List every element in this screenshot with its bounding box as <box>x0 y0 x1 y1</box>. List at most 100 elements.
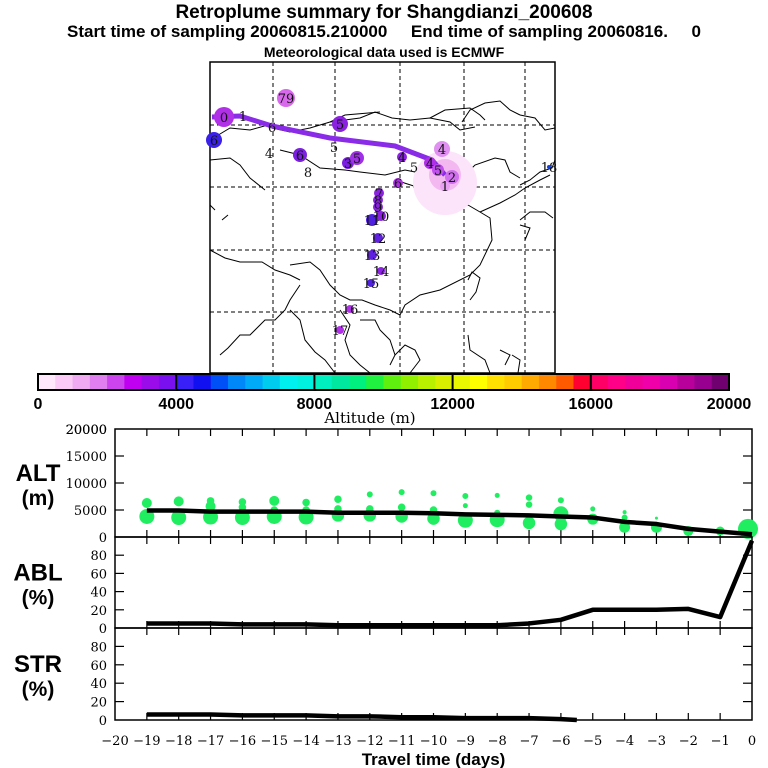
colorbar-tick-label: 0 <box>34 396 43 413</box>
map-coastline <box>467 334 491 374</box>
plume-day-label: 14 <box>373 265 390 280</box>
x-axis-label: Travel time (days) <box>362 750 506 768</box>
y-tick-label: 60 <box>90 567 107 582</box>
plume-day-label: 2 <box>448 171 456 186</box>
panel-unit-label: (m) <box>22 487 55 510</box>
altitude-point <box>462 492 469 499</box>
altitude-point <box>525 494 533 501</box>
colorbar-swatch <box>38 374 56 390</box>
map-coastline <box>209 204 216 211</box>
map-coastline <box>219 284 301 356</box>
colorbar-swatch <box>210 374 229 390</box>
colorbar-swatch <box>659 374 678 390</box>
altitude-point <box>654 516 658 520</box>
map-coastline <box>511 354 521 374</box>
colorbar-tick-label: 12000 <box>430 396 475 413</box>
altitude-point <box>398 489 405 496</box>
plume-cluster-marker <box>346 305 354 313</box>
series-line-abl <box>146 539 755 628</box>
sampling-time-subtitle: Start time of sampling 20060815.210000 E… <box>66 22 701 41</box>
colorbar-swatch <box>89 374 108 390</box>
altitude-point <box>173 496 184 507</box>
map-coastline <box>429 107 486 121</box>
y-tick-label: 80 <box>90 640 107 655</box>
plume-day-label: 4 <box>438 143 446 158</box>
plume-day-label: 4 <box>426 157 434 172</box>
x-tick-label: −18 <box>165 734 192 749</box>
plume-cluster-marker <box>373 202 383 212</box>
y-tick-label: 10000 <box>66 477 107 492</box>
colorbar-swatch <box>314 374 333 390</box>
colorbar-frame <box>37 373 730 391</box>
colorbar-swatch <box>55 374 74 390</box>
altitude-point <box>171 510 187 526</box>
x-tick-label: −3 <box>647 734 666 749</box>
colorbar-swatch <box>348 374 367 390</box>
colorbar-swatch <box>677 374 695 390</box>
altitude-point <box>205 501 216 512</box>
plume-cluster-marker <box>397 152 407 162</box>
altitude-point <box>619 521 631 533</box>
plume-day-label: 18 <box>541 161 558 176</box>
x-tick-label: −6 <box>551 734 570 749</box>
plume-cluster-marker <box>376 211 386 221</box>
x-tick-label: −1 <box>711 734 730 749</box>
altitude-point <box>397 503 406 512</box>
x-tick-label: −15 <box>261 734 288 749</box>
plume-cluster-marker <box>377 267 385 275</box>
altitude-point <box>622 510 627 515</box>
series-line-alt <box>146 508 753 537</box>
x-tick-label: −20 <box>101 734 128 749</box>
plume-day-label: 16 <box>342 303 359 318</box>
y-tick-label: 60 <box>90 659 107 674</box>
colorbar-swatch <box>469 374 488 390</box>
x-tick-label: −9 <box>456 734 475 749</box>
x-tick-label: −14 <box>292 734 319 749</box>
colorbar-swatch <box>158 374 177 390</box>
altitude-point <box>334 495 342 503</box>
map-coastline <box>289 309 336 374</box>
plume-day-label: 79 <box>278 92 295 107</box>
y-tick-label: 5000 <box>74 504 107 519</box>
map-coastline <box>221 214 229 221</box>
map-coastline <box>519 211 554 221</box>
colorbar-swatch <box>435 374 454 390</box>
altitude-point <box>525 501 533 508</box>
plume-day-label: 9 <box>374 201 382 216</box>
plume-day-label: 5 <box>336 118 344 133</box>
altitude-point <box>554 517 568 531</box>
altitude-point <box>206 497 215 505</box>
colorbar-swatch <box>504 374 523 390</box>
y-tick-label: 15000 <box>66 450 107 465</box>
plume-day-label: 11 <box>364 214 381 229</box>
plume-day-label: 6 <box>268 121 276 136</box>
map-coastline <box>479 174 551 213</box>
plume-day-label: 5 <box>434 164 442 179</box>
met-data-subtitle: Meteorological data used is ECMWF <box>263 44 505 60</box>
plume-cluster-marker <box>424 157 436 169</box>
colorbar-swatch <box>72 374 91 390</box>
map-coastline <box>209 249 301 281</box>
colorbar-swatch <box>573 374 592 390</box>
map-coastline <box>209 157 266 191</box>
plume-cluster-marker <box>277 89 295 107</box>
x-tick-label: −17 <box>197 734 224 749</box>
plume-day-label: 13 <box>364 249 381 264</box>
colorbar-swatch <box>107 374 125 390</box>
colorbar-swatch <box>176 374 194 390</box>
plume-day-label: 15 <box>363 277 380 292</box>
plume-day-label: 1 <box>239 110 247 125</box>
y-tick-label: 40 <box>90 677 107 692</box>
time-series-panels: 0500010000150002000020000ALT(m)020406080… <box>13 423 758 768</box>
x-tick-label: −16 <box>229 734 256 749</box>
panel-unit-label: (%) <box>22 587 55 610</box>
plume-cluster-marker <box>547 165 551 169</box>
colorbar-swatch <box>262 374 281 390</box>
colorbar-swatch <box>228 374 246 390</box>
y-tick-label: 20 <box>90 696 107 711</box>
x-tick-label: −11 <box>388 734 415 749</box>
plume-day-label: 6 <box>296 149 304 164</box>
y-tick-label: 20 <box>90 604 107 619</box>
colorbar-swatch <box>418 374 436 390</box>
